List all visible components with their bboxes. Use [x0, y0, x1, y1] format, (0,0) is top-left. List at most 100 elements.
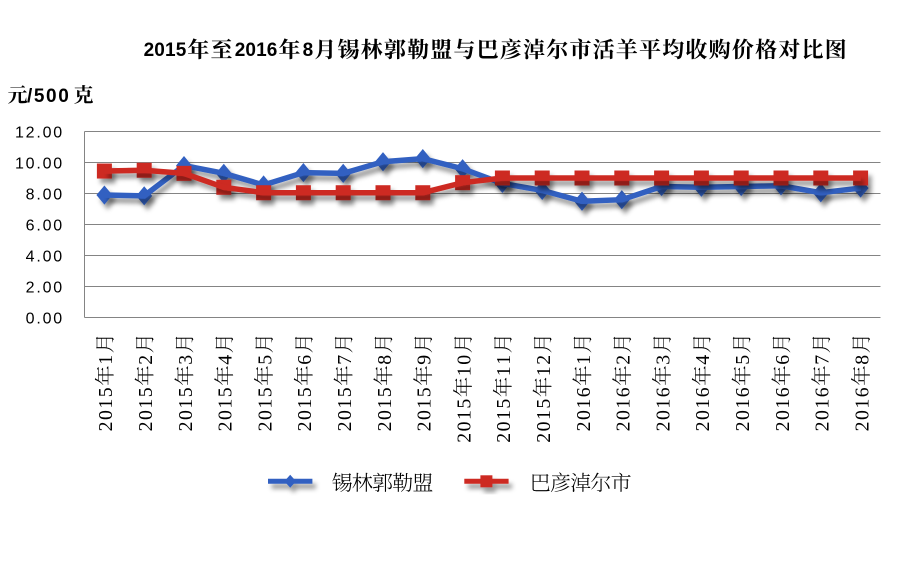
svg-text:0.00: 0.00 [26, 311, 64, 328]
svg-text:5: 5 [95, 387, 117, 397]
svg-text:10.00: 10.00 [15, 156, 64, 173]
svg-text:5: 5 [176, 40, 187, 61]
svg-text:5: 5 [493, 399, 515, 409]
svg-text:12.00: 12.00 [15, 125, 64, 142]
svg-text:1: 1 [294, 399, 316, 409]
svg-text:0: 0 [652, 410, 674, 420]
svg-text:6: 6 [692, 387, 714, 397]
svg-text:0: 0 [851, 410, 873, 420]
svg-text:1: 1 [573, 399, 595, 409]
svg-text:1: 1 [692, 399, 714, 409]
svg-text:2: 2 [144, 40, 155, 61]
svg-text:6: 6 [772, 355, 794, 365]
svg-text:1: 1 [493, 355, 515, 365]
svg-text:8: 8 [303, 40, 314, 61]
svg-text:5: 5 [533, 399, 555, 409]
svg-text:1: 1 [533, 366, 555, 376]
svg-text:6: 6 [573, 387, 595, 397]
svg-text:2: 2 [732, 422, 754, 432]
svg-text:0: 0 [374, 410, 396, 420]
svg-text:6: 6 [613, 387, 635, 397]
svg-text:2: 2 [453, 433, 475, 443]
svg-text:2: 2 [772, 422, 794, 432]
svg-text:6.00: 6.00 [26, 218, 64, 235]
svg-text:1: 1 [493, 366, 515, 376]
svg-text:1: 1 [175, 399, 197, 409]
svg-text:1: 1 [652, 399, 674, 409]
svg-text:4: 4 [692, 355, 714, 365]
svg-text:1: 1 [493, 410, 515, 420]
svg-text:1: 1 [812, 399, 834, 409]
svg-text:2: 2 [414, 422, 436, 432]
svg-text:6: 6 [294, 355, 316, 365]
svg-text:2: 2 [692, 422, 714, 432]
svg-text:2: 2 [652, 422, 674, 432]
svg-text:8: 8 [851, 355, 873, 365]
svg-text:1: 1 [374, 399, 396, 409]
svg-text:4.00: 4.00 [26, 249, 64, 266]
svg-text:2: 2 [95, 422, 117, 432]
svg-text:3: 3 [175, 355, 197, 365]
svg-text:0: 0 [812, 410, 834, 420]
svg-text:0: 0 [414, 410, 436, 420]
svg-text:5: 5 [294, 387, 316, 397]
svg-text:0: 0 [135, 410, 157, 420]
svg-text:0: 0 [573, 410, 595, 420]
svg-text:5: 5 [374, 387, 396, 397]
svg-text:1: 1 [256, 40, 267, 61]
svg-text:5: 5 [254, 355, 276, 365]
svg-text:8.00: 8.00 [26, 187, 64, 204]
svg-text:2: 2 [812, 422, 834, 432]
svg-text:6: 6 [851, 387, 873, 397]
svg-text:1: 1 [215, 399, 237, 409]
svg-text:0: 0 [215, 410, 237, 420]
svg-text:5: 5 [334, 387, 356, 397]
svg-text:7: 7 [812, 355, 834, 365]
svg-text:1: 1 [254, 399, 276, 409]
svg-text:5: 5 [254, 387, 276, 397]
svg-text:0: 0 [453, 355, 475, 365]
svg-text:2: 2 [374, 422, 396, 432]
svg-text:2: 2 [254, 422, 276, 432]
svg-text:2: 2 [215, 422, 237, 432]
svg-text:0: 0 [254, 410, 276, 420]
svg-text:0: 0 [732, 410, 754, 420]
svg-text:1: 1 [573, 355, 595, 365]
svg-text:1: 1 [533, 410, 555, 420]
svg-text:5: 5 [215, 387, 237, 397]
svg-text:1: 1 [95, 399, 117, 409]
svg-text:5: 5 [732, 355, 754, 365]
svg-text:0: 0 [772, 410, 794, 420]
svg-text:0: 0 [493, 421, 515, 431]
svg-text:6: 6 [267, 40, 278, 61]
svg-text:5: 5 [175, 387, 197, 397]
svg-text:0: 0 [294, 410, 316, 420]
svg-text:2: 2 [851, 422, 873, 432]
svg-text:1: 1 [453, 366, 475, 376]
svg-text:7: 7 [334, 355, 356, 365]
svg-text:0: 0 [533, 421, 555, 431]
svg-text:0: 0 [334, 410, 356, 420]
svg-text:6: 6 [652, 387, 674, 397]
svg-text:1: 1 [334, 399, 356, 409]
svg-text:1: 1 [772, 399, 794, 409]
svg-text:2: 2 [235, 40, 246, 61]
svg-text:1: 1 [732, 399, 754, 409]
svg-text:1: 1 [135, 399, 157, 409]
svg-text:0: 0 [245, 40, 256, 61]
svg-text:0: 0 [175, 410, 197, 420]
svg-text:2: 2 [334, 422, 356, 432]
svg-text:0: 0 [453, 421, 475, 431]
svg-text:5: 5 [135, 387, 157, 397]
svg-text:2: 2 [135, 422, 157, 432]
svg-text:1: 1 [851, 399, 873, 409]
svg-text:5: 5 [414, 387, 436, 397]
svg-text:1: 1 [165, 40, 176, 61]
svg-text:3: 3 [652, 355, 674, 365]
svg-text:2: 2 [294, 422, 316, 432]
svg-text:0: 0 [154, 40, 165, 61]
svg-text:4: 4 [215, 355, 237, 365]
svg-text:2: 2 [135, 355, 157, 365]
svg-text:2: 2 [533, 433, 555, 443]
svg-text:6: 6 [772, 387, 794, 397]
